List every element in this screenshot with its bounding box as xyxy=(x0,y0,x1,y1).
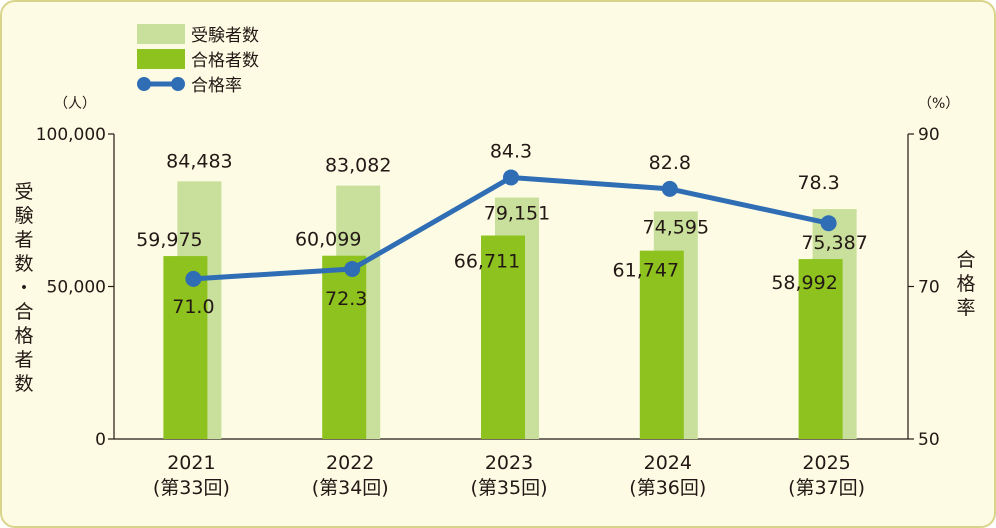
x-tick-round: (第35回) xyxy=(470,477,547,499)
x-tick-round: (第33回) xyxy=(153,477,230,499)
left-tick-label: 50,000 xyxy=(47,278,106,298)
left-axis-title: 受験者数・合格者数 xyxy=(14,181,33,395)
passers-value-label: 61,747 xyxy=(613,260,679,282)
passers-bar xyxy=(322,255,367,439)
right-axis-title-char: 率 xyxy=(956,297,975,319)
legend-label-applicants: 受験者数 xyxy=(191,26,259,46)
x-tick-year: 2024 xyxy=(644,452,692,474)
right-axis-title-char: 格 xyxy=(956,273,975,295)
left-axis-title-char: 合 xyxy=(14,301,33,323)
right-tick-label: 90 xyxy=(918,125,940,145)
rate-value-label: 82.8 xyxy=(649,152,691,174)
applicants-value-label: 75,387 xyxy=(801,232,867,254)
legend-label-rate: 合格率 xyxy=(191,76,242,96)
rate-value-label: 71.0 xyxy=(172,296,214,318)
legend-label-passers: 合格者数 xyxy=(191,51,259,71)
left-axis-title-char: 験 xyxy=(14,205,33,227)
left-axis-title-char: 数 xyxy=(14,373,33,395)
right-axis-title-char: 合 xyxy=(956,249,975,271)
passers-value-label: 58,992 xyxy=(771,272,837,294)
applicants-value-label: 84,483 xyxy=(166,150,232,172)
passers-value-label: 60,099 xyxy=(295,229,361,251)
legend-marker-rate xyxy=(137,77,151,91)
passers-bar xyxy=(481,235,525,439)
legend-marker-rate xyxy=(171,77,185,91)
left-tick-label: 100,000 xyxy=(36,125,106,145)
right-tick-label: 50 xyxy=(918,430,940,450)
passers-bar xyxy=(639,250,684,439)
left-axis-title-char: ・ xyxy=(14,277,33,299)
left-axis-unit: （人） xyxy=(54,96,96,112)
passers-bar xyxy=(798,259,843,439)
x-tick-round: (第37回) xyxy=(788,477,865,499)
left-tick-label: 0 xyxy=(95,430,106,450)
applicants-value-label: 83,082 xyxy=(325,155,391,177)
x-tick-year: 2025 xyxy=(802,452,850,474)
x-tick-year: 2021 xyxy=(167,452,215,474)
x-tick-round: (第36回) xyxy=(629,477,706,499)
rate-point xyxy=(344,260,361,277)
rate-point xyxy=(185,270,202,287)
applicants-value-label: 74,595 xyxy=(643,216,709,238)
right-tick-label: 70 xyxy=(918,278,940,298)
x-tick-round: (第34回) xyxy=(312,477,389,499)
left-axis-title-char: 数 xyxy=(14,253,33,275)
rate-value-label: 78.3 xyxy=(797,172,839,194)
left-axis-title-char: 格 xyxy=(14,325,33,347)
legend-swatch-applicants xyxy=(137,24,185,44)
x-tick-year: 2023 xyxy=(485,452,533,474)
rate-value-label: 84.3 xyxy=(490,140,532,162)
x-tick-year: 2022 xyxy=(326,452,374,474)
right-axis-unit: （%） xyxy=(918,96,959,112)
left-axis-title-char: 受 xyxy=(14,181,33,203)
left-axis-title-char: 者 xyxy=(14,229,33,251)
rate-point xyxy=(661,180,678,197)
legend-swatch-passers xyxy=(137,49,185,69)
applicants-value-label: 79,151 xyxy=(484,203,550,225)
right-axis-title: 合格率 xyxy=(956,249,975,319)
passers-bar xyxy=(163,256,208,439)
rate-point xyxy=(503,169,519,186)
rate-value-label: 72.3 xyxy=(325,288,367,310)
passers-value-label: 66,711 xyxy=(454,251,520,273)
passers-value-label: 59,975 xyxy=(136,229,202,251)
rate-point xyxy=(820,215,837,232)
left-axis-title-char: 者 xyxy=(14,349,33,371)
